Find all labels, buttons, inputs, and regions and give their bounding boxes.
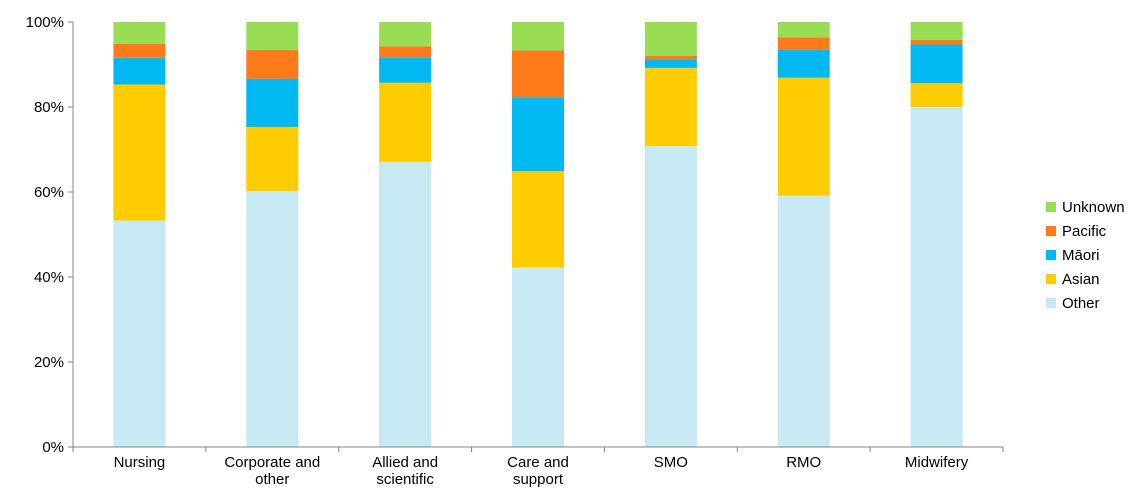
bar-segment-mori-2 xyxy=(379,57,432,83)
bar-segment-pacific-3 xyxy=(512,50,564,98)
bar-segment-other-0 xyxy=(113,220,166,447)
bar-segment-asian-6 xyxy=(910,83,963,107)
bars-layer xyxy=(113,22,963,447)
bar-segment-asian-0 xyxy=(113,84,166,221)
x-category-label: Corporate and other xyxy=(224,454,320,488)
bar-segment-asian-5 xyxy=(777,77,830,196)
x-category-label: SMO xyxy=(654,454,688,471)
bar-segment-unknown-4 xyxy=(644,22,697,56)
bar-segment-pacific-5 xyxy=(777,37,830,50)
bar-segment-other-6 xyxy=(910,107,963,447)
bar-segment-pacific-1 xyxy=(246,50,299,79)
bar-segment-other-3 xyxy=(512,267,564,447)
bar-segment-asian-3 xyxy=(512,171,564,268)
y-tick-label: 80% xyxy=(34,99,64,116)
bar-segment-pacific-0 xyxy=(113,43,166,58)
y-tick-label: 0% xyxy=(42,439,64,456)
x-category-label: Nursing xyxy=(114,454,166,471)
bar-segment-mori-0 xyxy=(113,57,166,85)
x-category-label: Care and support xyxy=(507,454,569,488)
bar-segment-unknown-5 xyxy=(777,22,830,38)
x-category-label: Allied and scientific xyxy=(372,454,438,488)
legend-label-pacific: Pacific xyxy=(1062,223,1107,240)
y-tick-label: 60% xyxy=(34,184,64,201)
bar-segment-unknown-6 xyxy=(910,22,963,40)
legend-label-asian: Asian xyxy=(1062,271,1100,288)
legend-swatch-mori xyxy=(1046,250,1056,260)
y-tick-label: 20% xyxy=(34,354,64,371)
bar-segment-other-1 xyxy=(246,191,299,447)
legend-swatch-pacific xyxy=(1046,226,1056,236)
bar-segment-unknown-1 xyxy=(246,22,299,51)
legend-swatch-unknown xyxy=(1046,202,1056,212)
bar-segment-pacific-6 xyxy=(910,39,963,45)
bar-segment-pacific-2 xyxy=(379,46,432,58)
y-tick-label: 100% xyxy=(26,14,64,31)
x-category-label: Midwifery xyxy=(905,454,969,471)
legend-label-unknown: Unknown xyxy=(1062,199,1125,216)
x-category-label: RMO xyxy=(786,454,821,471)
bar-segment-pacific-4 xyxy=(644,56,697,60)
legend-swatch-other xyxy=(1046,298,1056,308)
axes-layer: 0% 20% 40% 60% 80% 100% Nursing Corporate and ot… xyxy=(26,14,1004,488)
bar-segment-asian-4 xyxy=(644,67,697,147)
legend: Unknown Pacific Māori Asian Other xyxy=(1046,199,1125,312)
bar-segment-other-4 xyxy=(644,146,697,447)
bar-segment-asian-2 xyxy=(379,82,432,162)
bar-segment-unknown-2 xyxy=(379,22,432,47)
bar-segment-unknown-3 xyxy=(512,22,564,51)
bar-segment-mori-1 xyxy=(246,78,299,127)
bar-segment-other-5 xyxy=(777,195,830,447)
bar-segment-mori-5 xyxy=(777,49,830,78)
bar-segment-mori-6 xyxy=(910,44,963,84)
bar-segment-other-2 xyxy=(379,161,432,447)
bar-segment-mori-3 xyxy=(512,97,564,172)
bar-segment-mori-4 xyxy=(644,59,697,68)
legend-label-other: Other xyxy=(1062,295,1100,312)
legend-label-mori: Māori xyxy=(1062,247,1100,264)
bar-segment-unknown-0 xyxy=(113,22,166,44)
legend-swatch-asian xyxy=(1046,274,1056,284)
y-tick-label: 40% xyxy=(34,269,64,286)
bar-segment-asian-1 xyxy=(246,126,299,192)
